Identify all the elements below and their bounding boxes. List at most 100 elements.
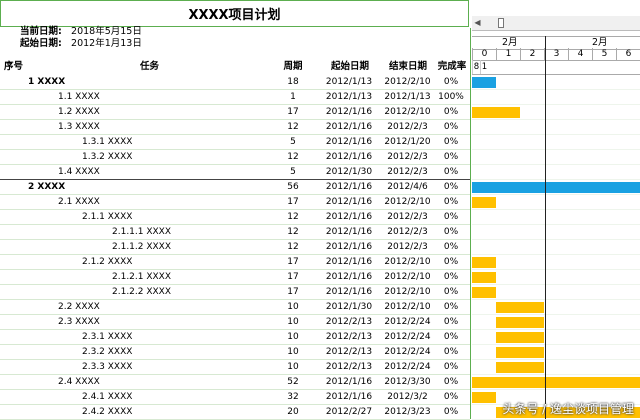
task-name[interactable]: 1.1 XXXX (58, 92, 100, 102)
task-name[interactable]: 2.1.1 XXXX (82, 212, 133, 222)
task-percent-complete[interactable]: 0% (443, 377, 459, 387)
task-percent-complete[interactable]: 0% (443, 362, 459, 372)
task-duration[interactable]: 12 (287, 242, 299, 252)
task-percent-complete[interactable]: 100% (438, 92, 464, 102)
task-end-date[interactable]: 2012/1/13 (384, 92, 431, 102)
task-bar[interactable] (472, 257, 496, 268)
task-percent-complete[interactable]: 0% (443, 287, 459, 297)
task-percent-complete[interactable]: 0% (443, 122, 459, 132)
task-duration[interactable]: 17 (287, 197, 299, 207)
task-start-date[interactable]: 2012/2/13 (325, 317, 373, 327)
task-bar[interactable] (472, 197, 496, 208)
task-name[interactable]: 1.3.1 XXXX (82, 137, 133, 147)
task-start-date[interactable]: 2012/1/16 (325, 227, 373, 237)
header-start[interactable]: 起始日期 (330, 61, 369, 72)
task-row[interactable]: 2.1.2 XXXX 17 2012/1/16 2012/2/10 0% (0, 255, 470, 270)
task-end-date[interactable]: 2012/2/3 (387, 242, 428, 252)
task-name[interactable]: 2.2 XXXX (58, 302, 100, 312)
task-row[interactable]: 1.3.2 XXXX 12 2012/1/16 2012/2/3 0% (0, 150, 470, 165)
task-percent-complete[interactable]: 0% (443, 242, 459, 252)
task-name[interactable]: 2.1.1.2 XXXX (112, 242, 172, 252)
task-percent-complete[interactable]: 0% (443, 167, 459, 177)
task-start-date[interactable]: 2012/1/16 (325, 152, 373, 162)
task-end-date[interactable]: 2012/2/24 (384, 347, 431, 357)
task-row[interactable]: 1.3 XXXX 12 2012/1/16 2012/2/3 0% (0, 120, 470, 135)
task-start-date[interactable]: 2012/2/13 (325, 332, 373, 342)
task-end-date[interactable]: 2012/2/10 (384, 197, 431, 207)
task-row[interactable]: 2.1.1.1 XXXX 12 2012/1/16 2012/2/3 0% (0, 225, 470, 240)
task-row[interactable]: 1 XXXX 18 2012/1/13 2012/2/10 0% (0, 75, 470, 90)
task-start-date[interactable]: 2012/2/27 (325, 407, 373, 417)
task-percent-complete[interactable]: 0% (443, 347, 459, 357)
task-bar[interactable] (472, 272, 496, 283)
task-name[interactable]: 2.4.2 XXXX (82, 407, 133, 417)
task-end-date[interactable]: 2012/2/3 (387, 122, 428, 132)
task-bar[interactable] (496, 362, 544, 373)
task-percent-complete[interactable]: 0% (443, 272, 459, 282)
task-duration[interactable]: 12 (287, 227, 299, 237)
task-name[interactable]: 2.1.2.2 XXXX (112, 287, 172, 297)
task-end-date[interactable]: 2012/2/3 (387, 167, 428, 177)
task-percent-complete[interactable]: 0% (443, 212, 459, 222)
task-percent-complete[interactable]: 0% (443, 317, 459, 327)
task-bar[interactable] (472, 107, 520, 118)
task-row[interactable]: 2 XXXX 56 2012/1/16 2012/4/6 0% (0, 180, 470, 195)
start-date-value[interactable]: 2012年1月13日 (71, 38, 142, 49)
task-start-date[interactable]: 2012/1/16 (325, 392, 373, 402)
task-percent-complete[interactable]: 0% (443, 257, 459, 267)
task-duration[interactable]: 10 (287, 302, 299, 312)
task-bar[interactable] (496, 347, 544, 358)
task-percent-complete[interactable]: 0% (443, 392, 459, 402)
summary-bar[interactable] (472, 182, 640, 193)
task-row[interactable]: 2.1.2.1 XXXX 17 2012/1/16 2012/2/10 0% (0, 270, 470, 285)
task-start-date[interactable]: 2012/1/16 (325, 377, 373, 387)
task-duration[interactable]: 20 (287, 407, 299, 417)
current-date-value[interactable]: 2018年5月15日 (71, 26, 142, 37)
task-duration[interactable]: 1 (290, 92, 296, 102)
task-start-date[interactable]: 2012/1/16 (325, 287, 373, 297)
task-end-date[interactable]: 2012/2/24 (384, 332, 431, 342)
header-end[interactable]: 结束日期 (388, 61, 427, 72)
task-row[interactable]: 1.3.1 XXXX 5 2012/1/16 2012/1/20 0% (0, 135, 470, 150)
task-name[interactable]: 2.3.2 XXXX (82, 347, 133, 357)
task-row[interactable]: 1.1 XXXX 1 2012/1/13 2012/1/13 100% (0, 90, 470, 105)
task-end-date[interactable]: 2012/2/10 (384, 257, 431, 267)
task-start-date[interactable]: 2012/1/16 (325, 197, 373, 207)
task-end-date[interactable]: 2012/3/30 (384, 377, 431, 387)
task-duration[interactable]: 12 (287, 212, 299, 222)
task-duration[interactable]: 18 (287, 77, 299, 87)
task-end-date[interactable]: 2012/2/3 (387, 212, 428, 222)
gantt-scrollbar[interactable]: ◀ (472, 16, 640, 31)
task-bar[interactable] (472, 287, 496, 298)
task-row[interactable]: 2.1 XXXX 17 2012/1/16 2012/2/10 0% (0, 195, 470, 210)
task-percent-complete[interactable]: 0% (443, 227, 459, 237)
task-row[interactable]: 2.3 XXXX 10 2012/2/13 2012/2/24 0% (0, 315, 470, 330)
task-duration[interactable]: 52 (287, 377, 299, 387)
task-row[interactable]: 2.3.2 XXXX 10 2012/2/13 2012/2/24 0% (0, 345, 470, 360)
task-row[interactable]: 2.1.1 XXXX 12 2012/1/16 2012/2/3 0% (0, 210, 470, 225)
task-end-date[interactable]: 2012/2/10 (384, 302, 431, 312)
task-duration[interactable]: 17 (287, 257, 299, 267)
task-row[interactable]: 2.1.1.2 XXXX 12 2012/1/16 2012/2/3 0% (0, 240, 470, 255)
header-duration[interactable]: 周期 (283, 61, 303, 72)
task-duration[interactable]: 12 (287, 152, 299, 162)
task-name[interactable]: 1.2 XXXX (58, 107, 100, 117)
summary-bar[interactable] (472, 77, 496, 88)
task-duration[interactable]: 5 (290, 137, 296, 147)
task-row[interactable]: 2.4 XXXX 52 2012/1/16 2012/3/30 0% (0, 375, 470, 390)
task-name[interactable]: 2.3.3 XXXX (82, 362, 133, 372)
task-bar[interactable] (496, 332, 544, 343)
task-end-date[interactable]: 2012/3/2 (387, 392, 428, 402)
task-start-date[interactable]: 2012/1/13 (325, 92, 373, 102)
task-percent-complete[interactable]: 0% (443, 332, 459, 342)
task-duration[interactable]: 10 (287, 332, 299, 342)
task-start-date[interactable]: 2012/1/30 (325, 167, 373, 177)
task-duration[interactable]: 56 (287, 182, 299, 192)
task-name[interactable]: 2.3 XXXX (58, 317, 100, 327)
task-end-date[interactable]: 2012/2/3 (387, 227, 428, 237)
task-name[interactable]: 2.1.2.1 XXXX (112, 272, 172, 282)
task-duration[interactable]: 17 (287, 287, 299, 297)
task-duration[interactable]: 10 (287, 317, 299, 327)
task-name[interactable]: 2.3.1 XXXX (82, 332, 133, 342)
task-duration[interactable]: 12 (287, 122, 299, 132)
